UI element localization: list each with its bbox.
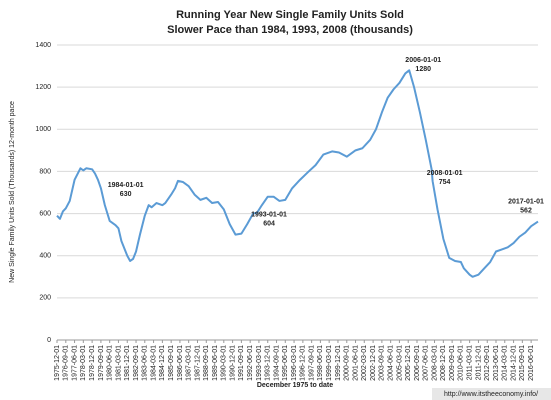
annotation-date: 2006-01-01 — [405, 57, 441, 64]
annotation-date: 1984-01-01 — [108, 182, 144, 189]
y-tick-label: 400 — [39, 253, 51, 260]
x-tick-label: 1996-03-01 — [291, 345, 298, 381]
chart-title: Running Year New Single Family Units Sol… — [176, 9, 404, 21]
x-tick-label: 1990-03-01 — [221, 345, 228, 381]
x-tick-label: 1999-03-01 — [326, 345, 333, 381]
x-tick-label: 2002-03-01 — [361, 345, 368, 381]
chart-subtitle: Slower Pace than 1984, 1993, 2008 (thous… — [167, 24, 413, 36]
x-tick-label: 1976-09-01 — [63, 345, 70, 381]
x-tick-label: 2012-09-01 — [484, 345, 491, 381]
x-tick-label: 1996-12-01 — [300, 345, 307, 381]
x-tick-label: 1984-03-01 — [150, 345, 157, 381]
x-tick-label: 1992-06-01 — [247, 345, 254, 381]
x-tick-label: 1997-09-01 — [308, 345, 315, 381]
x-tick-label: 2009-09-01 — [449, 345, 456, 381]
x-tick-label: 1985-09-01 — [168, 345, 175, 381]
x-tick-label: 1988-09-01 — [203, 345, 210, 381]
y-tick-label: 1400 — [35, 42, 51, 49]
x-tick-label: 1979-09-01 — [98, 345, 105, 381]
x-tick-label: 1998-06-01 — [317, 345, 324, 381]
source: http://www.itstheeconomy.info/ — [444, 391, 538, 398]
x-tick-label: 2002-12-01 — [370, 345, 377, 381]
x-tick-label: 2014-12-01 — [510, 345, 517, 381]
x-tick-label: 1987-12-01 — [194, 345, 201, 381]
annotation-value: 562 — [520, 207, 532, 214]
x-tick-label: 2001-06-01 — [352, 345, 359, 381]
x-tick-label: 1980-06-01 — [107, 345, 114, 381]
x-tick-label: 1994-09-01 — [273, 345, 280, 381]
x-tick-label: 1977-06-01 — [71, 345, 78, 381]
series-line — [56, 69, 539, 278]
x-tick-label: 2008-12-01 — [440, 345, 447, 381]
x-tick-label: 1989-06-01 — [212, 345, 219, 381]
y-tick-label: 0 — [47, 337, 51, 344]
x-tick-label: 2007-06-01 — [423, 345, 430, 381]
y-axis-label: New Single Family Units Sold (Thousands)… — [9, 101, 16, 283]
x-tick-label: 2005-12-01 — [405, 345, 412, 381]
x-tick-label: 2005-03-01 — [396, 345, 403, 381]
x-tick-label: 2014-03-01 — [502, 345, 509, 381]
x-tick-label: 1995-06-01 — [282, 345, 289, 381]
x-tick-label: 1993-03-01 — [256, 345, 263, 381]
annotation-value: 630 — [120, 191, 132, 198]
x-tick-label: 1975-12-01 — [54, 345, 61, 381]
annotation-date: 2008-01-01 — [427, 170, 463, 177]
y-tick-label: 1200 — [35, 84, 51, 91]
x-tick-label: 2011-03-01 — [466, 345, 473, 380]
x-tick-label: 2006-09-01 — [414, 345, 421, 381]
annotation-date: 2017-01-01 — [508, 198, 544, 205]
annotation-value: 754 — [439, 179, 451, 186]
x-tick-label: 1983-06-01 — [142, 345, 149, 381]
x-tick-label: 1981-12-01 — [124, 345, 131, 381]
x-tick-label: 2013-06-01 — [493, 345, 500, 381]
x-tick-label: 2016-06-01 — [528, 345, 535, 381]
x-tick-label: 1991-09-01 — [238, 345, 245, 381]
x-tick-label: 2004-06-01 — [388, 345, 395, 381]
source-box — [432, 388, 551, 400]
x-tick-label: 1987-03-01 — [186, 345, 193, 381]
annotation-value: 1280 — [415, 66, 431, 73]
x-tick-label: 1993-12-01 — [265, 345, 272, 381]
y-tick-label: 600 — [39, 210, 51, 217]
x-axis-label: December 1975 to date — [257, 382, 333, 389]
x-tick-label: 1986-06-01 — [177, 345, 184, 381]
x-tick-label: 1981-03-01 — [115, 345, 122, 381]
x-tick-label: 1990-12-01 — [229, 345, 236, 381]
y-tick-label: 1000 — [35, 126, 51, 133]
x-tick-label: 1982-09-01 — [133, 345, 140, 381]
y-tick-label: 200 — [39, 295, 51, 302]
x-tick-label: 2008-03-01 — [431, 345, 438, 381]
x-tick-label: 2003-09-01 — [379, 345, 386, 381]
x-tick-label: 2010-06-01 — [458, 345, 465, 381]
x-tick-label: 1978-03-01 — [80, 345, 87, 381]
x-tick-label: 1978-12-01 — [89, 345, 96, 381]
x-tick-label: 2000-09-01 — [344, 345, 351, 381]
y-tick-label: 800 — [39, 168, 51, 175]
annotation-date: 1993-01-01 — [251, 212, 287, 219]
x-tick-label: 1999-12-01 — [335, 345, 342, 381]
annotation-value: 604 — [263, 221, 275, 228]
x-tick-label: 2011-12-01 — [475, 345, 482, 380]
x-tick-label: 1984-12-01 — [159, 345, 166, 381]
x-tick-label: 2015-09-01 — [519, 345, 526, 381]
